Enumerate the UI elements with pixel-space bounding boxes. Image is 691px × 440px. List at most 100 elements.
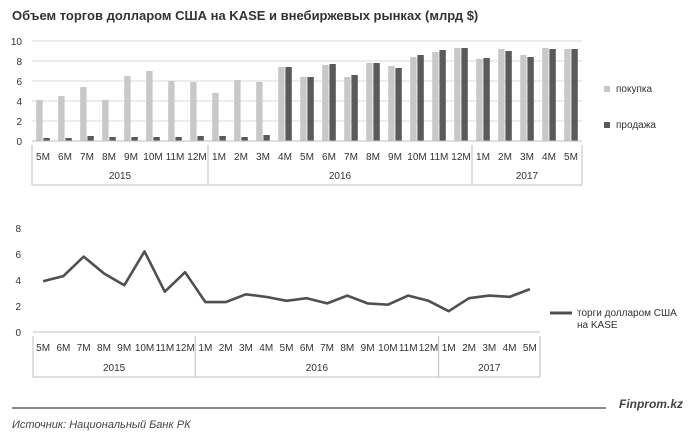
group-label: 2015	[109, 171, 132, 182]
x-tick-label: 11M	[430, 152, 449, 163]
group-label: 2016	[306, 363, 329, 374]
x-tick-label: 7M	[320, 343, 334, 354]
x-tick-label: 6M	[322, 152, 336, 163]
legend-label: продажа	[616, 120, 656, 131]
bar-buy	[256, 82, 263, 141]
bar-sell	[43, 138, 50, 141]
bar-sell	[373, 63, 380, 141]
bar-sell	[505, 51, 512, 141]
x-tick-label: 12M	[175, 343, 194, 354]
bar-sell	[461, 48, 468, 141]
bar-buy	[190, 82, 197, 141]
x-tick-label: 6M	[300, 343, 314, 354]
x-tick-label: 3M	[256, 152, 270, 163]
bar-buy	[102, 100, 109, 141]
x-tick-label: 5M	[564, 152, 578, 163]
x-tick-label: 9M	[361, 343, 375, 354]
x-tick-label: 9M	[388, 152, 402, 163]
x-tick-label: 2M	[234, 152, 248, 163]
x-tick-label: 1M	[476, 152, 490, 163]
y-tick-label: 4	[15, 276, 21, 287]
bar-sell	[219, 136, 226, 141]
y-tick-label: 4	[16, 97, 22, 108]
bar-sell	[571, 49, 578, 141]
y-tick-label: 2	[16, 117, 22, 128]
x-tick-label: 2M	[498, 152, 512, 163]
x-tick-label: 7M	[80, 152, 94, 163]
bar-buy	[454, 48, 461, 141]
x-tick-label: 5M	[36, 152, 50, 163]
bar-sell	[285, 67, 292, 141]
x-tick-label: 1M	[198, 343, 212, 354]
bar-buy	[344, 77, 351, 141]
bar-buy	[410, 57, 417, 141]
x-tick-label: 9M	[124, 152, 138, 163]
bar-sell	[351, 75, 358, 141]
x-tick-label: 5M	[36, 343, 50, 354]
y-tick-label: 2	[15, 302, 21, 313]
bar-sell	[109, 137, 116, 141]
legend-swatch	[604, 122, 610, 128]
x-tick-label: 7M	[344, 152, 358, 163]
source-note: Источник: Национальный Банк РК	[12, 419, 191, 431]
bar-buy	[498, 49, 505, 141]
x-tick-label: 4M	[503, 343, 517, 354]
bar-buy	[36, 100, 43, 141]
y-tick-label: 10	[11, 37, 23, 48]
x-tick-label: 10M	[378, 343, 397, 354]
x-tick-label: 9M	[117, 343, 131, 354]
group-label: 2016	[329, 171, 352, 182]
bar-buy	[300, 77, 307, 141]
bar-sell	[483, 58, 490, 141]
x-tick-label: 12M	[451, 152, 470, 163]
x-tick-label: 11M	[155, 343, 174, 354]
x-tick-label: 6M	[56, 343, 70, 354]
x-tick-label: 4M	[542, 152, 556, 163]
x-tick-label: 2M	[462, 343, 476, 354]
bar-buy	[520, 55, 527, 141]
group-label: 2015	[103, 363, 126, 374]
x-tick-label: 8M	[366, 152, 380, 163]
bar-sell	[87, 136, 94, 141]
legend-label: покупка	[616, 84, 652, 95]
bar-sell	[175, 137, 182, 141]
bar-sell	[527, 57, 534, 141]
bar-sell	[417, 55, 424, 141]
x-tick-label: 1M	[442, 343, 456, 354]
bar-buy	[234, 80, 241, 141]
bar-sell	[241, 137, 248, 141]
series-line	[42, 250, 531, 313]
brand-label: Finprom.kz	[618, 397, 683, 411]
bar-buy	[542, 48, 549, 141]
legend-label-line1: торги долларом США	[577, 308, 677, 319]
x-tick-label: 11M	[166, 152, 185, 163]
x-tick-label: 10M	[135, 343, 154, 354]
bar-sell	[439, 50, 446, 141]
bar-buy	[278, 67, 285, 141]
bar-buy	[476, 59, 483, 141]
x-tick-label: 5M	[280, 343, 294, 354]
bar-sell	[153, 137, 160, 141]
bar-sell	[307, 77, 314, 141]
bar-sell	[65, 138, 72, 141]
x-tick-label: 12M	[187, 152, 206, 163]
y-tick-label: 0	[15, 328, 21, 339]
y-tick-label: 6	[15, 250, 21, 261]
x-tick-label: 4M	[259, 343, 273, 354]
bar-sell	[197, 136, 204, 141]
chart-title: Объем торгов долларом США на KASE и внеб…	[12, 8, 479, 23]
x-tick-label: 3M	[482, 343, 496, 354]
y-tick-label: 8	[15, 224, 21, 235]
x-tick-label: 7M	[77, 343, 91, 354]
x-tick-label: 11M	[399, 343, 418, 354]
bar-buy	[124, 76, 131, 141]
bar-sell	[329, 64, 336, 141]
group-label: 2017	[516, 171, 539, 182]
x-tick-label: 3M	[239, 343, 253, 354]
legend-label-line2: на KASE	[577, 320, 618, 331]
bar-buy	[212, 93, 219, 141]
x-tick-label: 10M	[407, 152, 426, 163]
x-tick-label: 6M	[58, 152, 72, 163]
